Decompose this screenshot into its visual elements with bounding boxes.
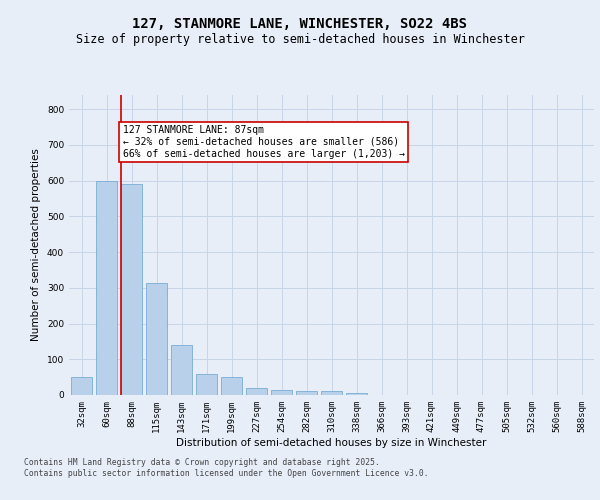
Y-axis label: Number of semi-detached properties: Number of semi-detached properties (31, 148, 41, 342)
Bar (71, 377, 92, 395)
Bar (146, 282, 167, 395)
X-axis label: Distribution of semi-detached houses by size in Winchester: Distribution of semi-detached houses by … (176, 438, 487, 448)
Bar (271, 390, 292, 395)
Bar (296, 392, 317, 395)
Bar (96, 180, 117, 395)
Text: Size of property relative to semi-detached houses in Winchester: Size of property relative to semi-detach… (76, 32, 524, 46)
Text: 127 STANMORE LANE: 87sqm
← 32% of semi-detached houses are smaller (586)
66% of : 127 STANMORE LANE: 87sqm ← 32% of semi-d… (123, 126, 405, 158)
Text: 127, STANMORE LANE, WINCHESTER, SO22 4BS: 127, STANMORE LANE, WINCHESTER, SO22 4BS (133, 18, 467, 32)
Bar (346, 393, 367, 395)
Bar (196, 374, 217, 395)
Bar (121, 184, 142, 395)
Bar (171, 345, 192, 395)
Bar (221, 377, 242, 395)
Bar (246, 388, 267, 395)
Text: Contains HM Land Registry data © Crown copyright and database right 2025.
Contai: Contains HM Land Registry data © Crown c… (24, 458, 428, 477)
Bar (321, 392, 342, 395)
